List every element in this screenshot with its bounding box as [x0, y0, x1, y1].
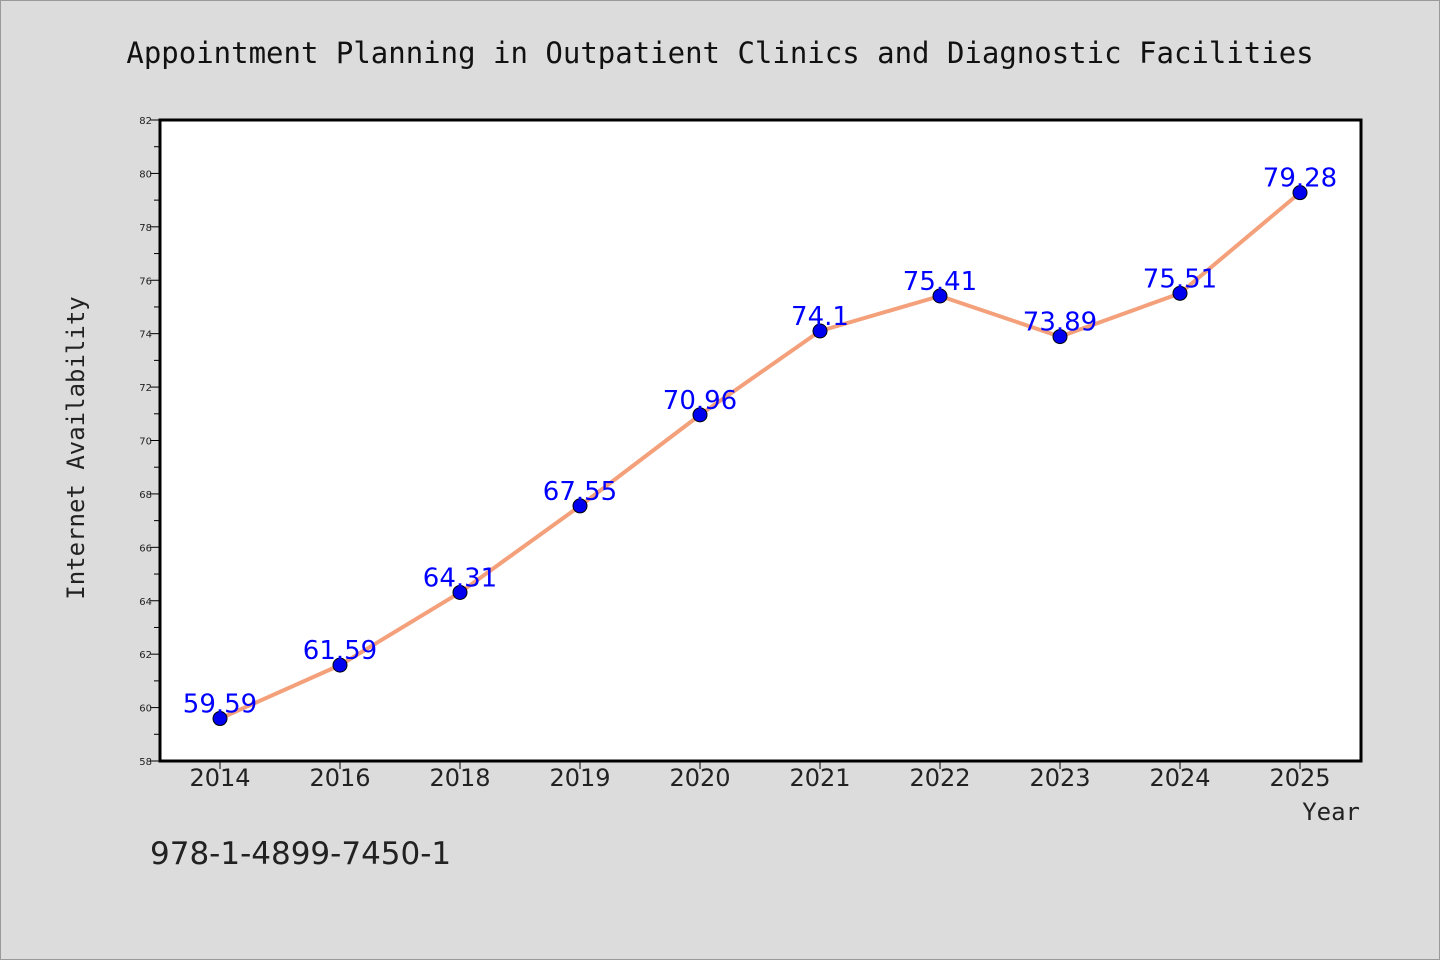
footer-code: 978-1-4899-7450-1	[150, 836, 451, 872]
x-tick-label: 2023	[1029, 764, 1090, 792]
data-label: 73.89	[1023, 308, 1097, 338]
data-point	[1172, 285, 1188, 301]
data-label: 79.28	[1263, 164, 1337, 194]
y-tick-label: 78	[139, 223, 152, 234]
data-labels: 59.59 61.59 64.31 67.55 70.96 74.1 75.41 73.89 7…	[183, 164, 1337, 720]
x-tick-label: 2025	[1269, 764, 1330, 792]
y-tick-label: 66	[139, 543, 152, 554]
y-tick-label: 82	[139, 116, 152, 127]
x-tick-label: 2021	[789, 764, 850, 792]
x-axis-title: Year	[1302, 798, 1360, 826]
y-tick-label: 80	[139, 169, 152, 180]
y-tick-label: 58	[139, 757, 152, 768]
data-label: 70.96	[663, 386, 737, 416]
y-axis-title: Internet Availability	[62, 296, 90, 599]
data-label: 64.31	[423, 563, 497, 593]
data-label: 74.1	[791, 302, 849, 332]
series-polyline	[218, 190, 1302, 721]
data-point	[812, 323, 828, 339]
data-point	[1292, 185, 1308, 201]
y-tick-label: 68	[139, 490, 152, 501]
data-label: 67.55	[543, 477, 617, 507]
y-tick-label: 62	[139, 650, 152, 661]
y-tick-label: 74	[139, 330, 152, 341]
x-tick-label: 2022	[909, 764, 970, 792]
y-tick-label: 60	[139, 704, 152, 715]
data-label: 75.51	[1143, 264, 1217, 294]
data-point	[932, 288, 948, 304]
chart-title: Appointment Planning in Outpatient Clini…	[126, 36, 1313, 70]
x-tick-label: 2014	[189, 764, 250, 792]
x-tick-label: 2024	[1149, 764, 1210, 792]
x-tick-label: 2018	[429, 764, 490, 792]
x-tick-label: 2019	[549, 764, 610, 792]
data-point	[692, 407, 708, 423]
data-point	[572, 498, 588, 514]
data-label: 75.41	[903, 267, 977, 297]
series-line	[218, 190, 1302, 721]
data-label: 59.59	[183, 690, 257, 720]
y-tick-label: 72	[139, 383, 152, 394]
data-point	[1052, 329, 1068, 345]
x-tick-label: 2016	[309, 764, 370, 792]
y-tick-label: 70	[139, 437, 152, 448]
data-point	[212, 711, 228, 727]
data-markers	[212, 185, 1308, 727]
x-axis: 2014 2016 2018 2019 2020 2021 2022 2023 2024 2025	[189, 761, 1331, 792]
data-label: 61.59	[303, 636, 377, 666]
y-axis: 58 60 62 64 66 68 70 72 74 76 78 80 82	[139, 116, 160, 768]
x-tick-label: 2020	[669, 764, 730, 792]
data-point	[452, 584, 468, 600]
y-tick-label: 76	[139, 276, 152, 287]
y-tick-label: 64	[139, 597, 152, 608]
data-point	[332, 657, 348, 673]
